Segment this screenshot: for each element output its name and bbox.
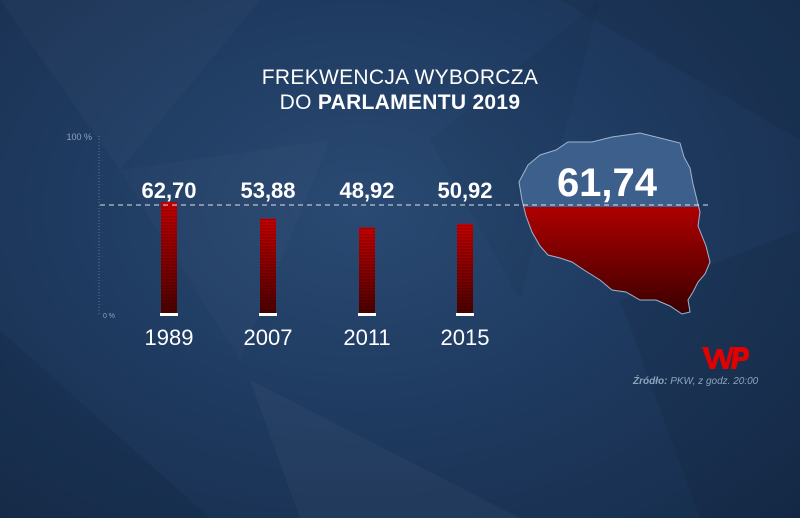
x-tick-label: 2011	[343, 325, 390, 350]
x-tick-label: 2007	[244, 325, 293, 350]
bar-base-marker	[259, 313, 277, 316]
bar-stripes	[161, 202, 177, 315]
title-prefix: DO	[279, 91, 318, 114]
chart-title-line2: DO PARLAMENTU 2019	[0, 91, 800, 115]
y-tick-label: 100 %	[66, 132, 92, 142]
bar-stripes	[457, 223, 473, 315]
chart-title-line1: FREKWENCJA WYBORCZA	[261, 66, 539, 89]
bar-stripes	[260, 218, 276, 315]
bar-stripes	[359, 227, 375, 315]
x-tick-label: 2015	[441, 325, 490, 350]
x-tick-label: 1989	[145, 325, 194, 350]
data-label: 62,70	[141, 178, 196, 203]
title-bold: PARLAMENTU 2019	[317, 91, 521, 114]
reference-value-label: 61,74	[557, 161, 658, 205]
data-label: 48,92	[339, 178, 394, 203]
y-tick-label: 0 %	[103, 313, 115, 320]
poland-map	[518, 132, 711, 315]
source-text: PKW, z godz. 20:00	[667, 376, 759, 387]
bar-base-marker	[456, 313, 474, 316]
bar-base-marker	[160, 313, 178, 316]
data-label: 53,88	[240, 178, 295, 203]
bar-base-marker	[358, 313, 376, 316]
source-label: Źródło:	[633, 376, 668, 387]
source-note: Źródło: PKW, z godz. 20:00	[633, 376, 758, 387]
data-label: 50,92	[437, 178, 492, 203]
wp-logo	[702, 347, 749, 369]
